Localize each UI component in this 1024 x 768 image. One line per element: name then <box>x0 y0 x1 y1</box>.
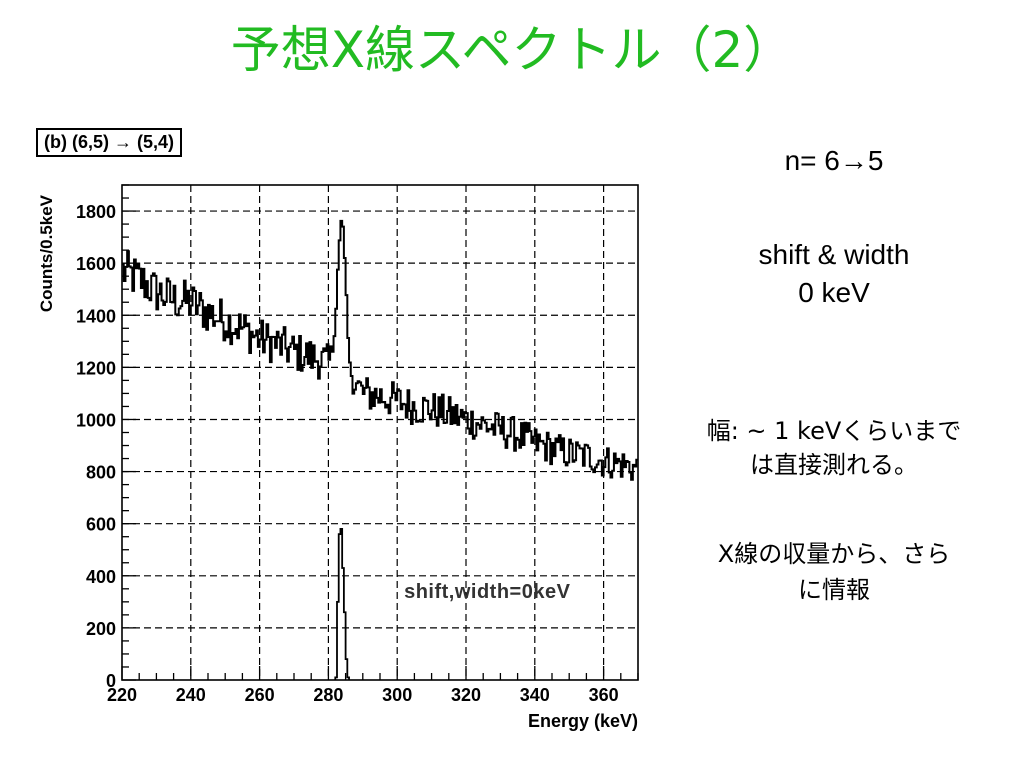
yield-line-2: に情報 <box>798 576 870 604</box>
width-line-1: 幅: ~ 1 keVくらいまで <box>706 417 962 445</box>
width-measure-note: 幅: ~ 1 keVくらいまで は直接測れる。 <box>662 414 1006 482</box>
yield-line-1: X線の収量から、さら <box>717 540 951 568</box>
y-tick-label: 1400 <box>76 306 116 326</box>
shift-width-line-2: 0 keV <box>798 277 870 308</box>
x-tick-label: 220 <box>107 685 137 705</box>
shift-width-line-1: shift & width <box>758 239 910 270</box>
width-line-2: は直接測れる。 <box>750 451 918 479</box>
slide-title: 予想X線スペクトル（2） <box>230 21 794 79</box>
x-tick-label: 300 <box>382 685 412 705</box>
x-axis-title: Energy (keV) <box>528 711 638 731</box>
y-tick-label: 1000 <box>76 410 116 430</box>
chart-annotation: shift,width=0keV <box>404 581 571 603</box>
y-tick-label: 1600 <box>76 254 116 274</box>
plot-frame <box>121 184 639 681</box>
panel-label: (b) (6,5) → (5,4) <box>36 128 183 157</box>
x-tick-label: 280 <box>313 685 343 705</box>
shift-width-note: shift & width 0 keV <box>662 236 1006 312</box>
y-tick-label: 1200 <box>76 358 116 378</box>
series-2 <box>334 527 350 680</box>
series-layer <box>122 219 638 680</box>
y-tick-label: 1800 <box>76 202 116 222</box>
y-tick-label: 200 <box>86 619 116 639</box>
x-tick-label: 340 <box>520 685 550 705</box>
yield-note: X線の収量から、さら に情報 <box>662 536 1006 608</box>
y-axis-title: Counts/0.5keV <box>37 194 56 312</box>
labels-layer: 0 200 400 600 800 1000 1200 1400 1600 1800 220 240 2… <box>37 194 638 731</box>
y-tick-label: 0 <box>106 671 116 691</box>
transition-note: n= 6→5 <box>662 142 1006 180</box>
x-tick-label: 240 <box>176 685 206 705</box>
x-tick-label: 360 <box>589 685 619 705</box>
y-tick-label: 400 <box>86 567 116 587</box>
series-1 <box>122 219 638 481</box>
x-tick-label: 320 <box>451 685 481 705</box>
grid-layer <box>122 185 638 680</box>
axes-layer <box>121 184 639 681</box>
y-tick-label: 800 <box>86 463 116 483</box>
spectrum-chart: 0 200 400 600 800 1000 1200 1400 1600 1800 220 240 2… <box>37 184 639 731</box>
y-tick-label: 600 <box>86 515 116 535</box>
transition-text: n= 6→5 <box>784 145 884 176</box>
x-tick-label: 260 <box>245 685 275 705</box>
